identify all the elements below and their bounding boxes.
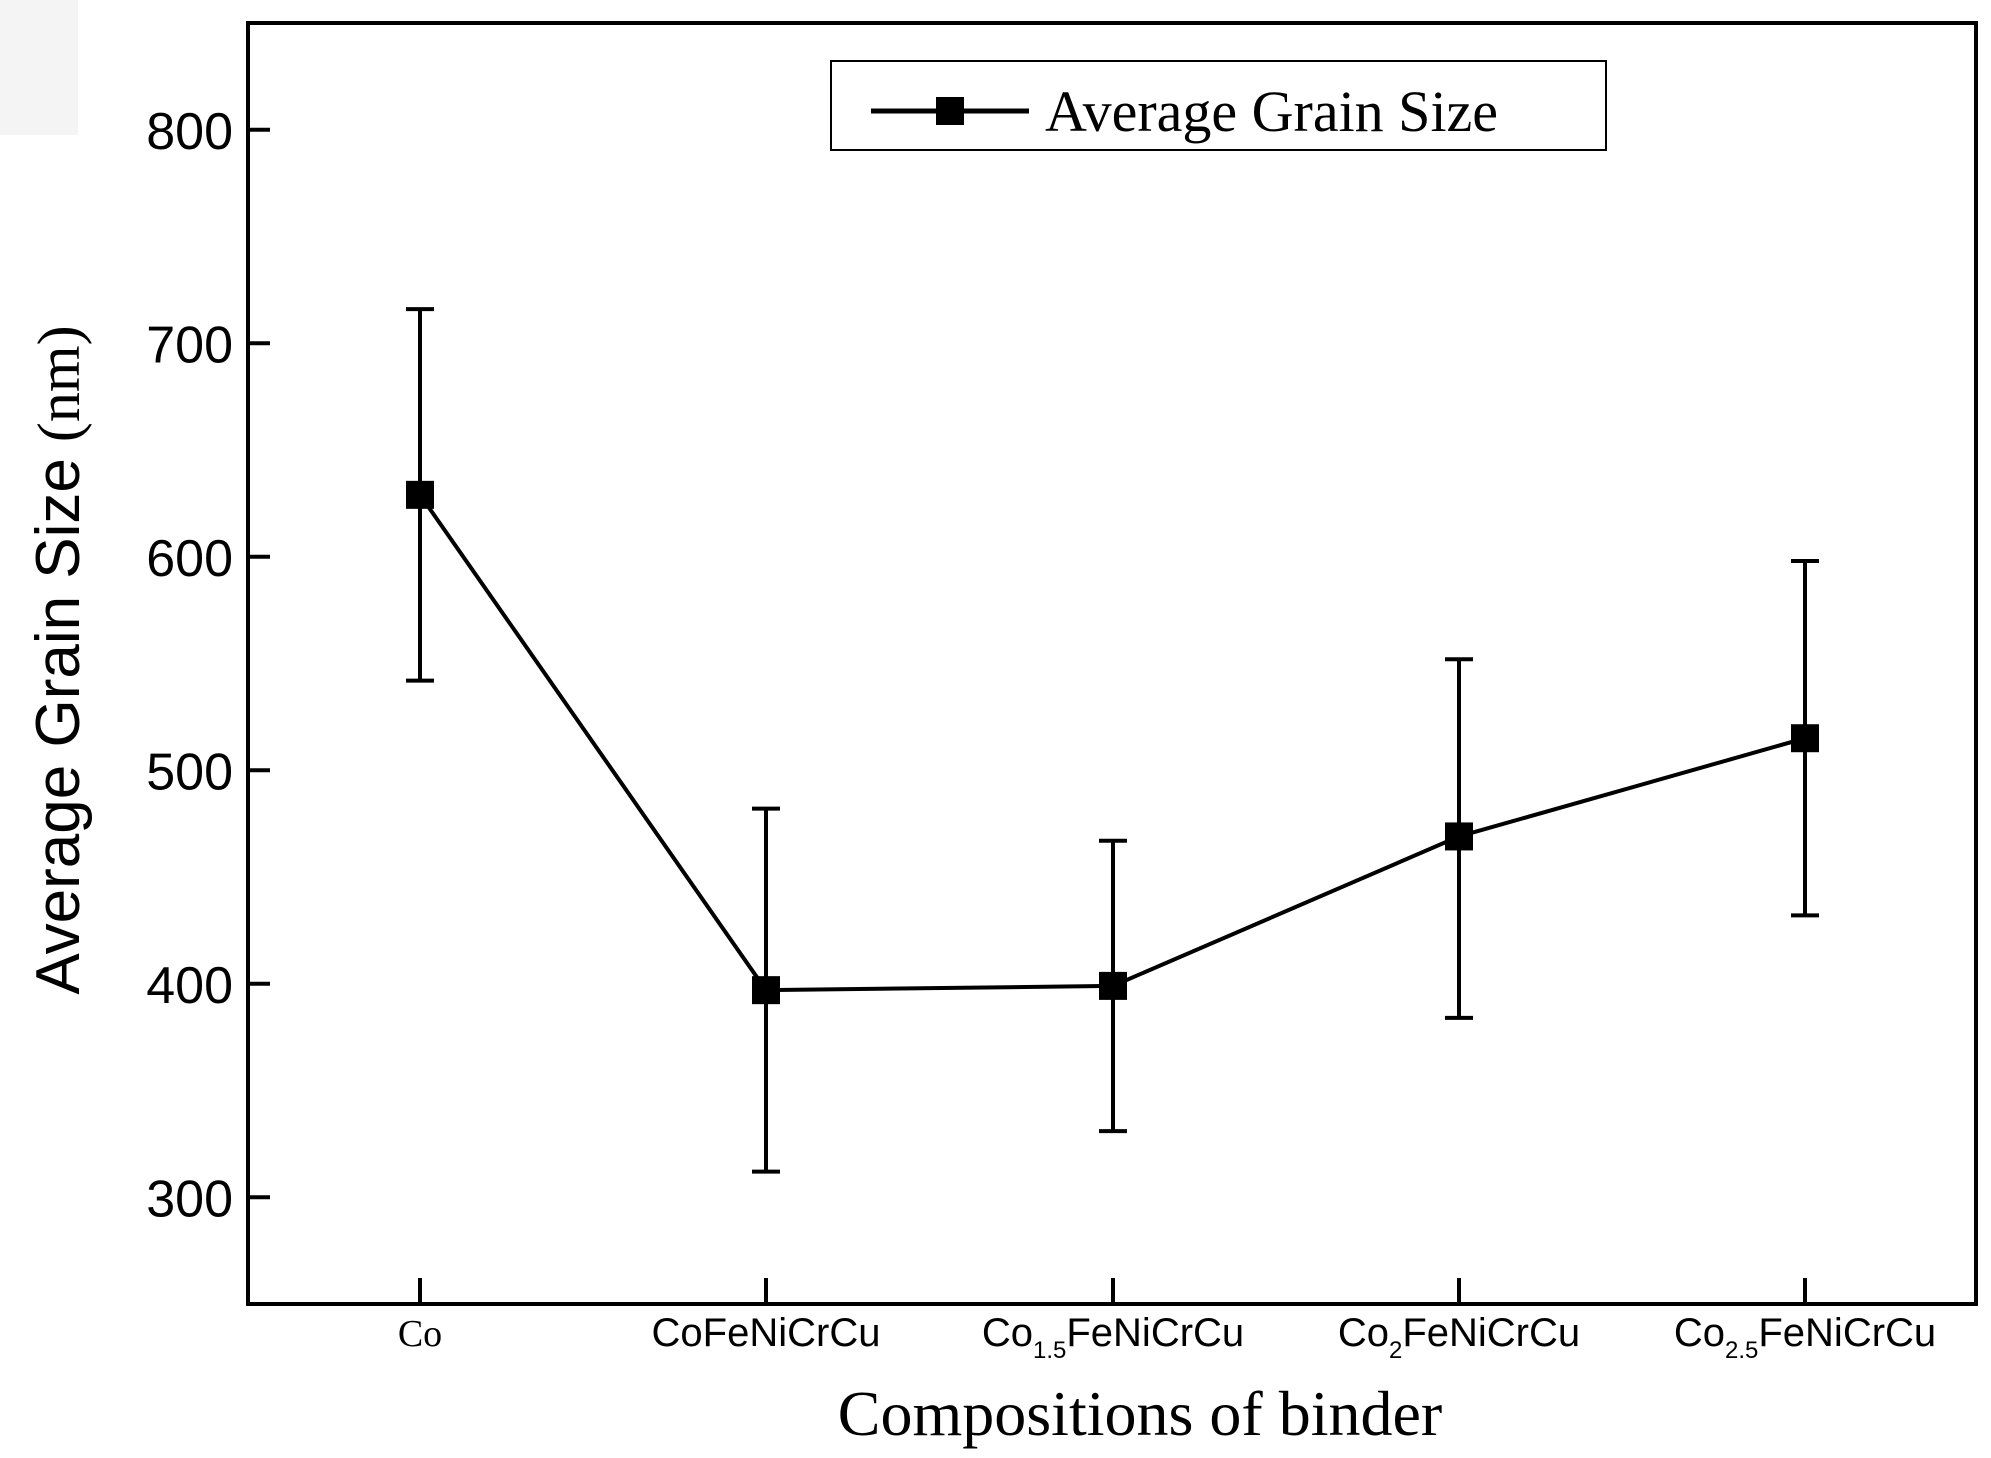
x-tick-label-base: Co (398, 1313, 442, 1355)
x-tick-label: CoFeNiCrCu (652, 1311, 881, 1355)
x-axis: Co CoFeNiCrCu Co1.5FeNiCrCu Co2FeNiCrCu Co2.… (398, 1278, 1936, 1364)
data-point (406, 480, 434, 509)
data-point (1791, 724, 1819, 753)
x-tick-label-rest: FeNiCrCu (1758, 1311, 1936, 1355)
x-tick-label: Co1.5FeNiCrCu (982, 1311, 1244, 1364)
x-tick-label-subscript: 1.5 (1033, 1337, 1066, 1364)
y-tick-label: 500 (146, 743, 233, 801)
x-tick-label: Co2FeNiCrCu (1338, 1311, 1580, 1364)
data-point (1445, 822, 1473, 851)
data-series (406, 307, 1819, 1174)
data-point (752, 976, 780, 1005)
x-tick-label-subscript: 2 (1389, 1337, 1402, 1364)
y-tick-label: 300 (146, 1170, 233, 1228)
y-axis-title: Average Grain Size (nm) (24, 325, 93, 994)
data-point (1099, 971, 1127, 1000)
y-tick-label: 800 (146, 103, 233, 161)
y-axis: 300 400 500 600 700 800 (146, 103, 270, 1228)
x-tick-label: Co (398, 1313, 442, 1355)
x-tick-label-base: Co (1338, 1311, 1389, 1355)
legend-marker (936, 97, 964, 125)
x-tick-label-base: CoFeNiCrCu (652, 1311, 881, 1355)
y-tick-label: 700 (146, 316, 233, 374)
x-axis-title: Compositions of binder (838, 1378, 1442, 1449)
x-tick-label-base: Co (1674, 1311, 1725, 1355)
y-tick-label: 400 (146, 957, 233, 1015)
x-tick-label-base: Co (982, 1311, 1033, 1355)
x-tick-label-subscript: 2.5 (1725, 1337, 1758, 1364)
x-tick-label-rest: FeNiCrCu (1402, 1311, 1580, 1355)
corner-artifact (0, 0, 78, 135)
legend-label: Average Grain Size (1045, 79, 1498, 144)
legend: Average Grain Size (830, 60, 1607, 151)
y-axis-title-unit: (nm) (26, 325, 92, 442)
x-tick-label: Co2.5FeNiCrCu (1674, 1311, 1936, 1364)
y-tick-label: 600 (146, 530, 233, 588)
x-tick-label-rest: FeNiCrCu (1066, 1311, 1244, 1355)
y-axis-title-main: Average Grain Size (24, 458, 93, 994)
